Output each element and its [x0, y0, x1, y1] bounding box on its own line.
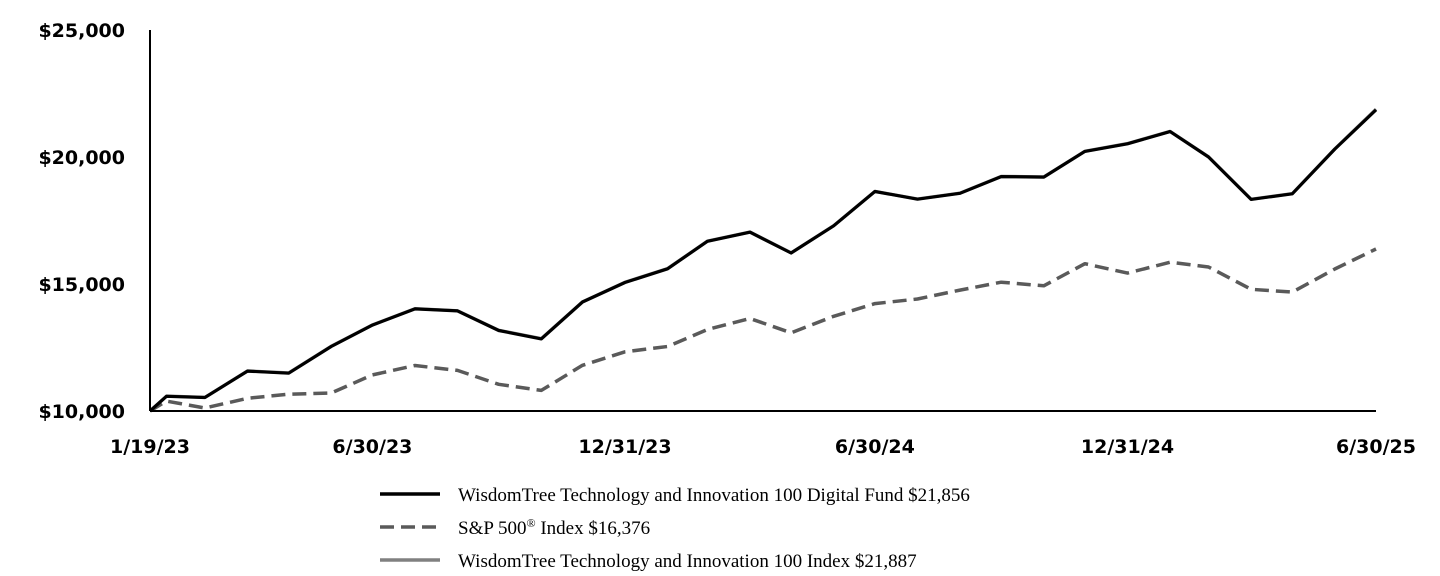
- y-tick-label: $25,000: [38, 20, 125, 42]
- legend-label-1: WisdomTree Technology and Innovation 100…: [458, 485, 970, 506]
- y-tick-label: $15,000: [38, 274, 125, 296]
- x-tick-label: 6/30/25: [1336, 436, 1416, 458]
- x-tick-label: 12/31/23: [578, 436, 671, 458]
- x-tick-label: 12/31/24: [1081, 436, 1174, 458]
- x-tick-label: 6/30/24: [835, 436, 915, 458]
- y-axis-ticks: $10,000 $15,000 $20,000 $25,000: [38, 20, 125, 423]
- series-line-2: [149, 247, 1377, 413]
- legend-label-3: WisdomTree Technology and Innovation 100…: [458, 551, 917, 572]
- series-line-3: [148, 107, 1378, 413]
- y-tick-label: $20,000: [38, 147, 125, 169]
- series-lines: [148, 107, 1378, 413]
- series-line-1: [148, 108, 1378, 413]
- legend: WisdomTree Technology and Innovation 100…: [380, 485, 970, 572]
- x-tick-label: 1/19/23: [110, 436, 190, 458]
- axes: [149, 30, 1376, 412]
- x-axis-ticks: 1/19/23 6/30/23 12/31/23 6/30/24 12/31/24 6/3…: [110, 436, 1416, 458]
- legend-label-2: S&P 500® Index $16,376: [458, 516, 650, 539]
- y-tick-label: $10,000: [38, 401, 125, 423]
- x-tick-label: 6/30/23: [332, 436, 412, 458]
